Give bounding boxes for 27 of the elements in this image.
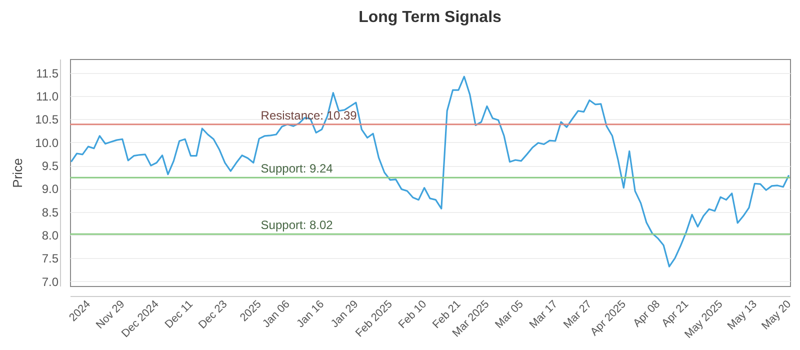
y-tick-label: 11.5 — [36, 66, 59, 80]
y-tick-label: 8.0 — [42, 228, 59, 243]
x-tick-label: Jan 16 — [294, 298, 327, 330]
y-axis-title: Price — [10, 158, 26, 188]
ref-line-label: Support: 9.24 — [260, 162, 334, 176]
y-tick-label: 9.5 — [42, 159, 59, 174]
x-tick-label: Apr 08 — [631, 298, 663, 330]
x-tick-label: Dec 23 — [196, 298, 230, 332]
x-tick-label: Feb 10 — [396, 298, 430, 331]
x-tick-label: Mar 17 — [527, 298, 560, 331]
ref-line-label: Support: 8.02 — [260, 218, 334, 232]
y-tick-label: 7.5 — [42, 252, 59, 266]
y-tick-label: 10.5 — [35, 112, 59, 127]
y-tick-label: 10.0 — [35, 136, 59, 150]
x-tick-label: Dec 11 — [162, 298, 196, 331]
x-tick-label: May 13 — [725, 298, 760, 332]
chart-title: Long Term Signals — [358, 9, 502, 26]
ref-line-label: Resistance: 10.39 — [260, 108, 358, 122]
y-tick-label: 9.0 — [42, 182, 59, 196]
x-tick-label: Jan 29 — [328, 298, 361, 330]
y-tick-label: 8.5 — [42, 205, 59, 220]
x-tick-label: Jan 06 — [260, 298, 292, 330]
line-series — [70, 76, 790, 268]
y-tick-label: 7.0 — [42, 274, 59, 289]
x-tick-label: May 20 — [760, 298, 794, 332]
y-tick-label: 11.0 — [36, 90, 59, 104]
x-tick-label: Mar 05 — [493, 298, 526, 331]
